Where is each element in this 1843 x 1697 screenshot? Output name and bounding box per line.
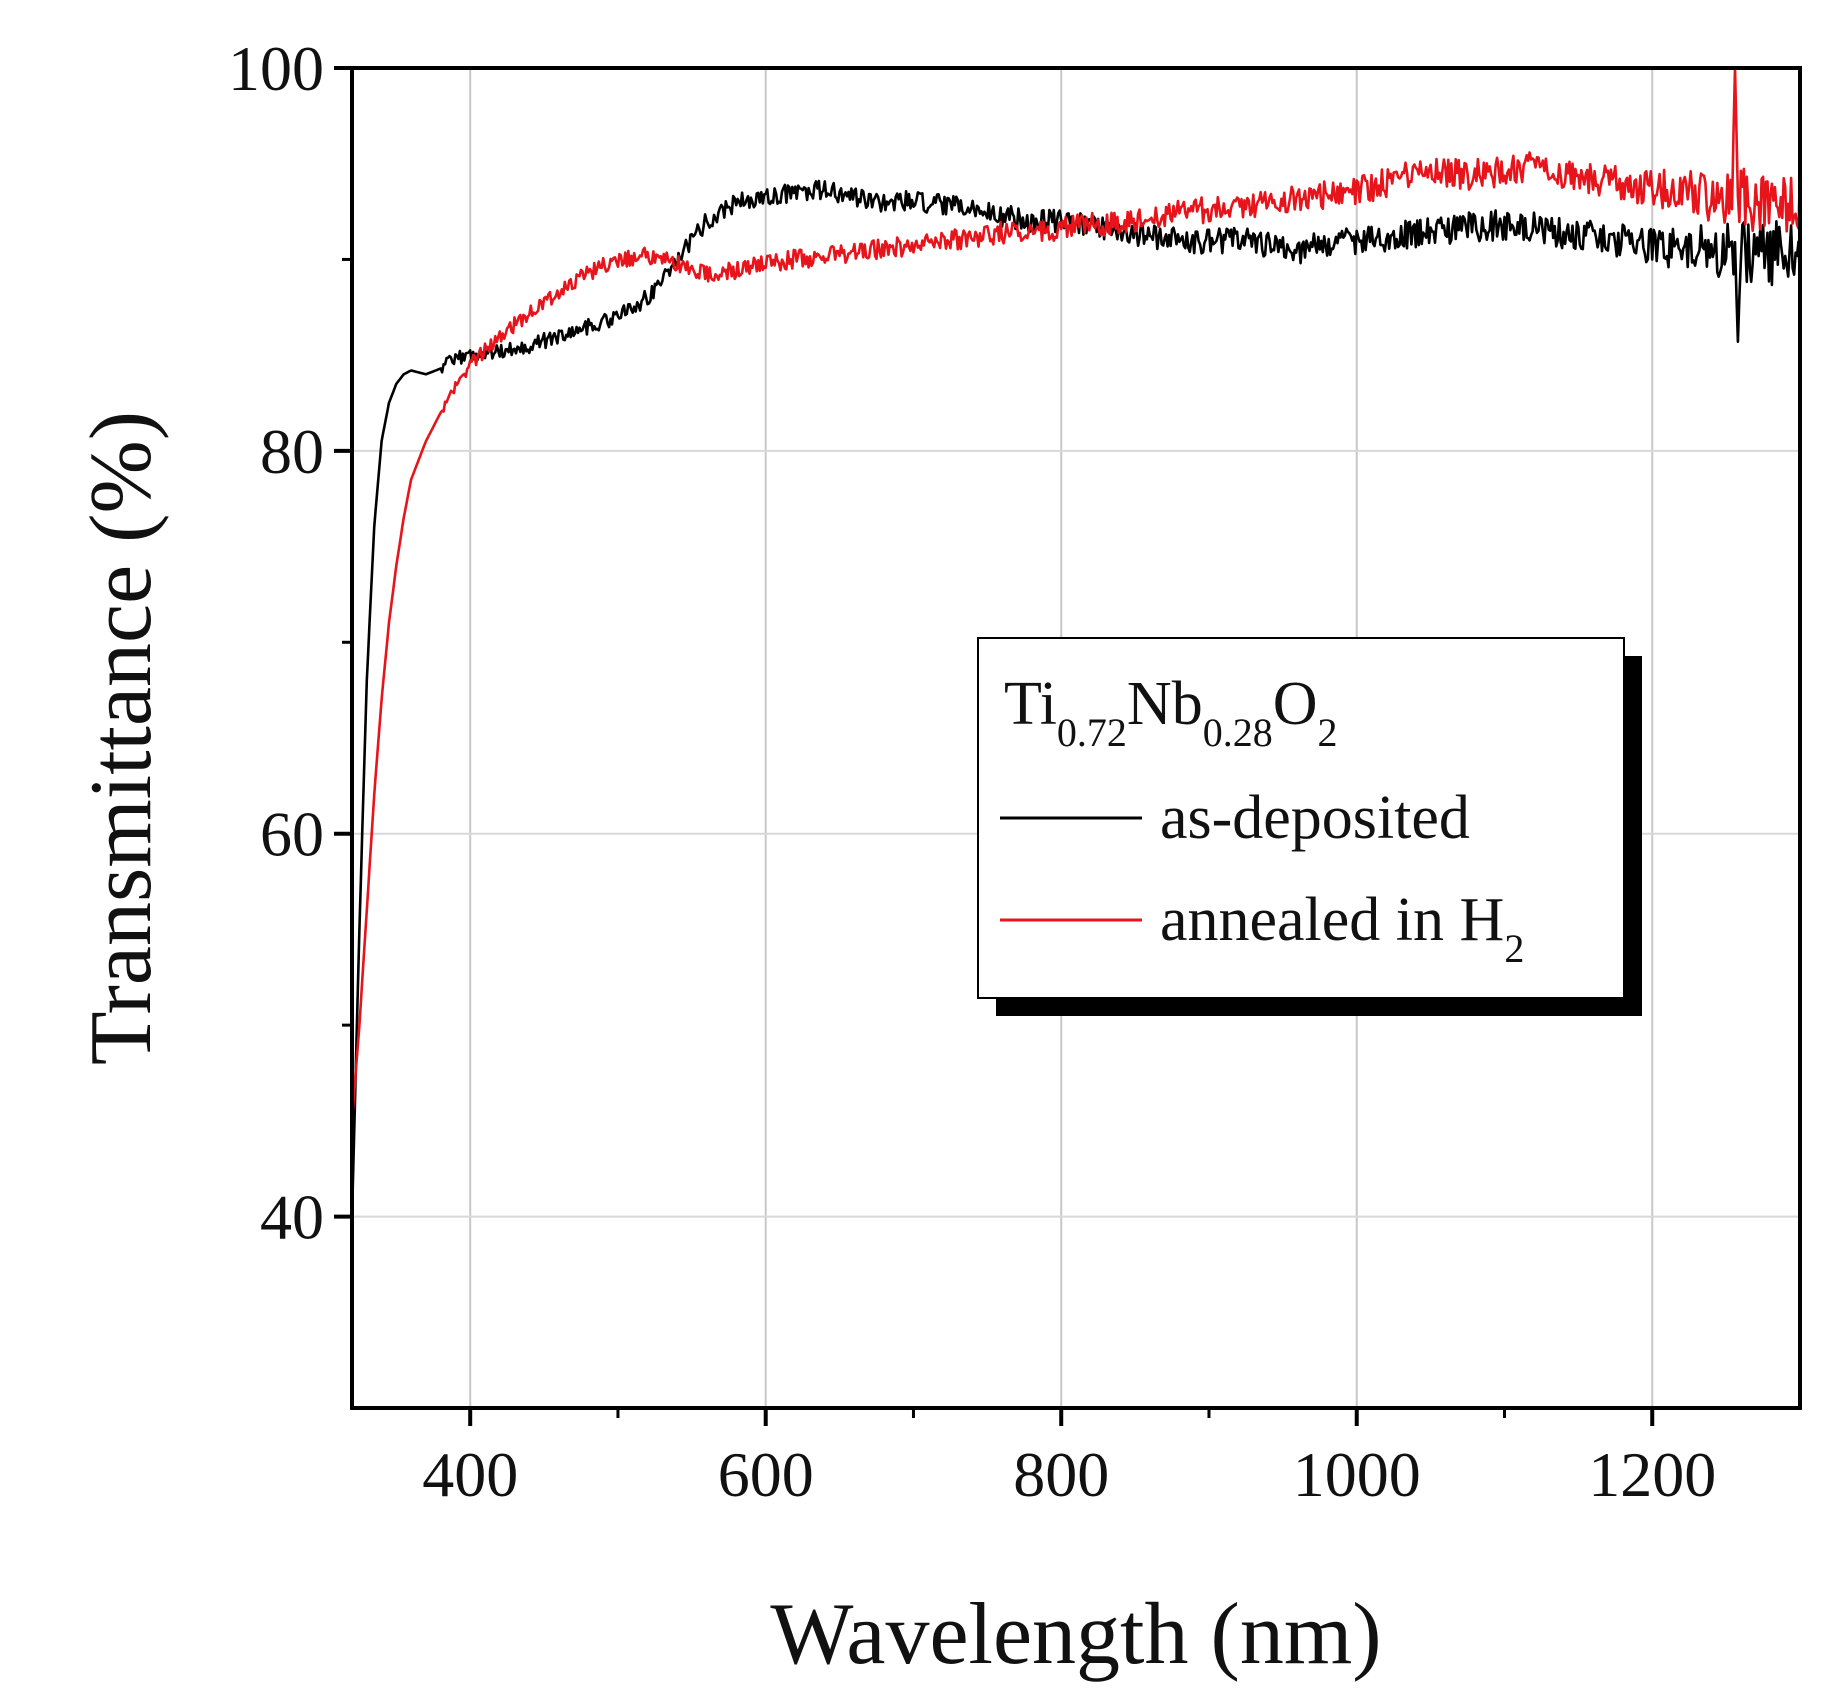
y-tick-label: 40 <box>260 1182 324 1253</box>
x-axis-title: Wavelength (nm) <box>770 1586 1381 1683</box>
x-tick-label: 400 <box>422 1439 518 1510</box>
legend-label-0: as-deposited <box>1160 784 1470 852</box>
series-line-1 <box>350 66 1802 1122</box>
legend-label-1: annealed in H2 <box>1160 886 1524 971</box>
legend-entries: as-deposited annealed in H2 <box>1000 784 1524 971</box>
axis-ticks <box>334 66 1655 1426</box>
x-tick-label: 600 <box>718 1439 814 1510</box>
x-tick-label: 1200 <box>1588 1439 1716 1510</box>
x-tick-label: 800 <box>1013 1439 1109 1510</box>
series-layer <box>350 66 1802 1217</box>
plot-frame <box>350 66 1802 1410</box>
y-tick-label: 100 <box>228 33 324 104</box>
legend-title: Ti0.72Nb0.28O2 <box>1004 670 1337 755</box>
y-tick-label: 60 <box>260 799 324 870</box>
y-axis-title: Transmittance (%) <box>73 411 170 1065</box>
tick-labels: 400 600 800 1000 1200 40 60 80 100 <box>228 33 1716 1510</box>
y-tick-label: 80 <box>260 416 324 487</box>
x-tick-label: 1000 <box>1293 1439 1421 1510</box>
legend: Ti0.72Nb0.28O2 as-deposited annealed in H… <box>977 637 1642 1016</box>
